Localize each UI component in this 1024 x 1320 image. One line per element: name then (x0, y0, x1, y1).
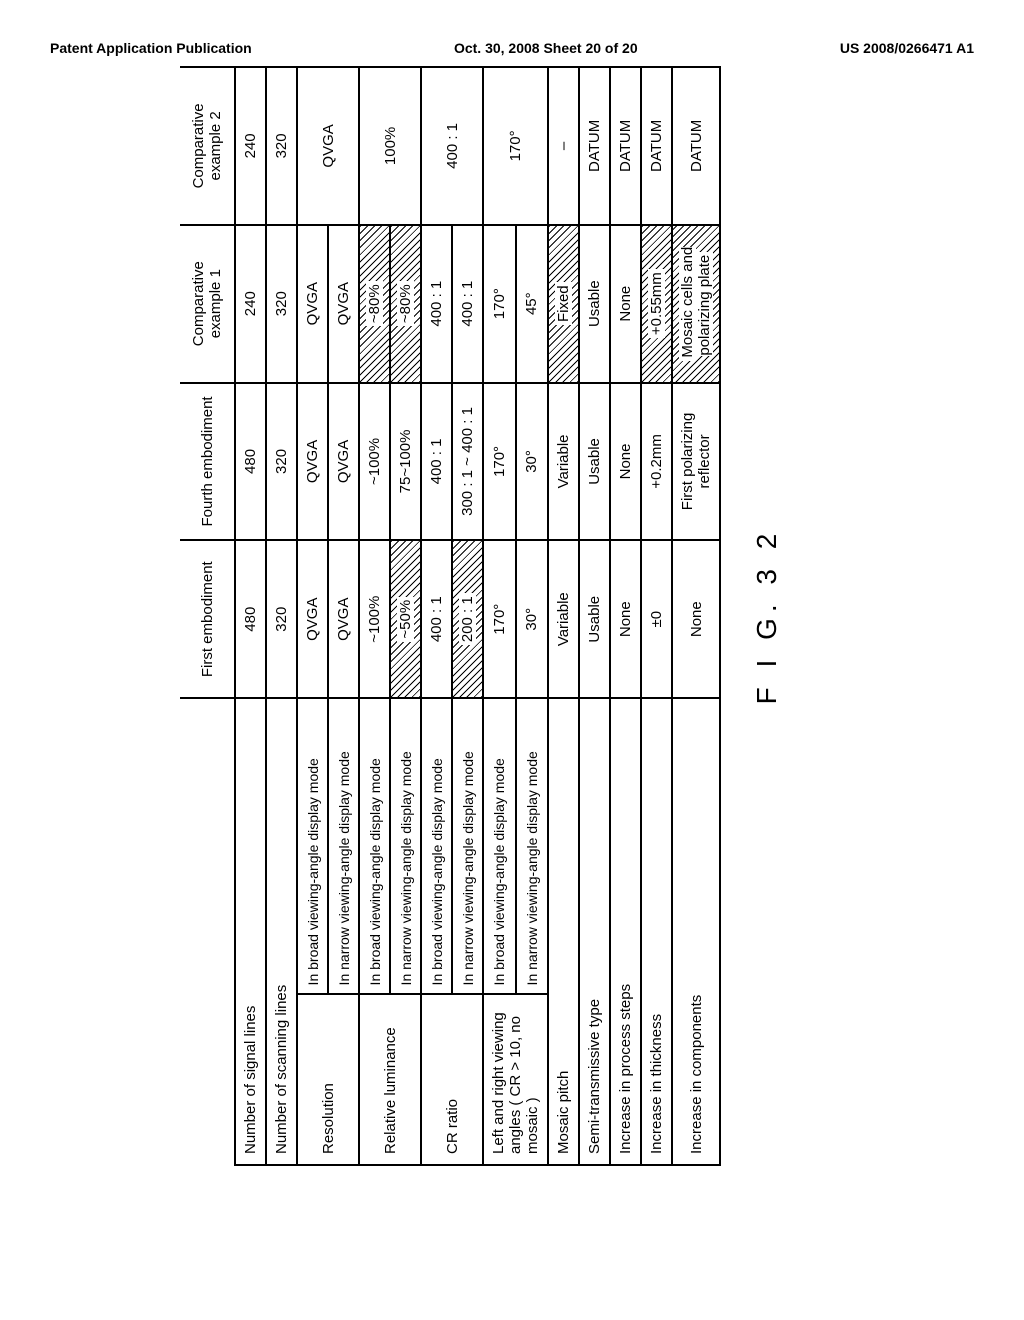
figure-container: First embodimentFourth embodimentCompara… (180, 66, 900, 1166)
data-cell: Variable (548, 540, 579, 698)
data-cell: First polarizing reflector (672, 383, 720, 541)
data-cell: Variable (548, 383, 579, 541)
page-header: Patent Application Publication Oct. 30, … (30, 40, 994, 56)
data-cell: Usable (579, 540, 610, 698)
row-label: Increase in thickness (641, 698, 672, 1165)
data-cell: DATUM (579, 67, 610, 225)
data-cell: None (610, 383, 641, 541)
data-cell: ~80% (359, 225, 390, 383)
data-cell: Mosaic cells and polarizing plate (672, 225, 720, 383)
row-sub-label: In narrow viewing-angle display mode (516, 698, 549, 994)
data-cell: None (610, 540, 641, 698)
data-cell: 240 (235, 67, 266, 225)
column-header: Comparative example 2 (180, 67, 235, 225)
data-cell: 170° (483, 225, 516, 383)
row-sub-label: In broad viewing-angle display mode (421, 698, 452, 994)
row-sub-label: In broad viewing-angle display mode (297, 698, 328, 994)
data-cell: 400 : 1 (452, 225, 483, 383)
row-group-label: Relative luminance (359, 994, 421, 1165)
row-group-label: CR ratio (421, 994, 483, 1165)
data-cell: QVGA (297, 67, 359, 225)
blank-corner (180, 698, 235, 1165)
data-cell: 200 : 1 (452, 540, 483, 698)
data-cell: 320 (266, 383, 297, 541)
data-cell: ~100% (359, 540, 390, 698)
data-cell: 480 (235, 540, 266, 698)
data-cell: 170° (483, 383, 516, 541)
data-cell: ~100% (359, 383, 390, 541)
data-cell: QVGA (328, 383, 359, 541)
data-cell: QVGA (297, 540, 328, 698)
figure-label: F I G. 3 2 (751, 66, 783, 1166)
data-cell: 480 (235, 383, 266, 541)
data-cell: 30° (516, 383, 549, 541)
data-cell: 400 : 1 (421, 540, 452, 698)
data-cell: 300 : 1 ~ 400 : 1 (452, 383, 483, 541)
data-cell: QVGA (297, 225, 328, 383)
data-cell: 170° (483, 67, 548, 225)
row-label: Number of signal lines (235, 698, 266, 1165)
data-cell: QVGA (328, 225, 359, 383)
data-cell: 30° (516, 540, 549, 698)
header-center: Oct. 30, 2008 Sheet 20 of 20 (454, 40, 638, 56)
data-cell: 320 (266, 225, 297, 383)
data-cell: 320 (266, 540, 297, 698)
data-cell: DATUM (610, 67, 641, 225)
data-cell: 400 : 1 (421, 225, 452, 383)
row-label: Increase in process steps (610, 698, 641, 1165)
data-cell: ~50% (390, 540, 421, 698)
column-header: Comparative example 1 (180, 225, 235, 383)
header-left: Patent Application Publication (50, 40, 252, 56)
data-cell: 75~100% (390, 383, 421, 541)
data-cell: +0.55mm (641, 225, 672, 383)
data-cell: Fixed (548, 225, 579, 383)
data-cell: +0.2mm (641, 383, 672, 541)
row-sub-label: In broad viewing-angle display mode (359, 698, 390, 994)
data-cell: 45° (516, 225, 549, 383)
data-cell: ~80% (390, 225, 421, 383)
row-sub-label: In narrow viewing-angle display mode (452, 698, 483, 994)
data-cell: ±0 (641, 540, 672, 698)
data-cell: – (548, 67, 579, 225)
data-cell: None (610, 225, 641, 383)
header-right: US 2008/0266471 A1 (840, 40, 974, 56)
data-cell: 240 (235, 225, 266, 383)
row-sub-label: In broad viewing-angle display mode (483, 698, 516, 994)
data-cell: Usable (579, 383, 610, 541)
row-label: Number of scanning lines (266, 698, 297, 1165)
data-cell: 170° (483, 540, 516, 698)
data-cell: 100% (359, 67, 421, 225)
row-sub-label: In narrow viewing-angle display mode (328, 698, 359, 994)
row-label: Mosaic pitch (548, 698, 579, 1165)
data-cell: QVGA (297, 383, 328, 541)
comparison-table: First embodimentFourth embodimentCompara… (180, 66, 721, 1166)
row-group-label: Resolution (297, 994, 359, 1165)
data-cell: DATUM (641, 67, 672, 225)
data-cell: QVGA (328, 540, 359, 698)
data-cell: 400 : 1 (421, 67, 483, 225)
column-header: First embodiment (180, 540, 235, 698)
row-group-label: Left and right viewing angles ( CR > 10,… (483, 994, 548, 1165)
row-sub-label: In narrow viewing-angle display mode (390, 698, 421, 994)
data-cell: None (672, 540, 720, 698)
data-cell: 400 : 1 (421, 383, 452, 541)
data-cell: DATUM (672, 67, 720, 225)
column-header: Fourth embodiment (180, 383, 235, 541)
row-label: Increase in components (672, 698, 720, 1165)
row-label: Semi-transmissive type (579, 698, 610, 1165)
data-cell: Usable (579, 225, 610, 383)
data-cell: 320 (266, 67, 297, 225)
